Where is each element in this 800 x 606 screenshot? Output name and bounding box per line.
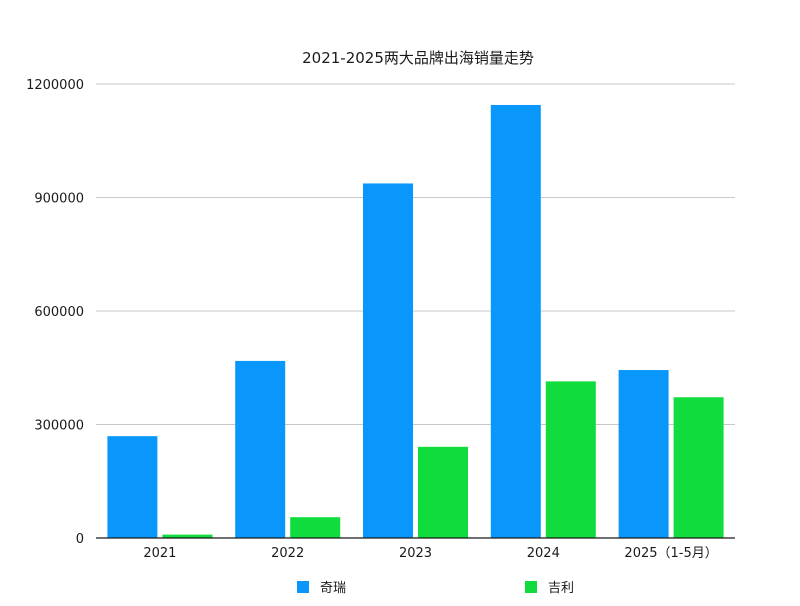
legend: 奇瑞 吉利 <box>297 580 574 596</box>
bar-奇瑞-2025（1-5月） <box>618 370 669 538</box>
x-tick-label: 2025（1-5月） <box>624 546 717 561</box>
x-tick-label: 2021 <box>143 546 176 561</box>
y-tick-label: 1200000 <box>26 78 84 93</box>
y-tick-label: 600000 <box>34 305 84 320</box>
bar-奇瑞-2022 <box>235 360 286 538</box>
bar-吉利-2021 <box>162 534 213 538</box>
bar-吉利-2022 <box>290 517 341 538</box>
bar-奇瑞-2024 <box>490 104 541 538</box>
bar-吉利-2023 <box>418 446 468 538</box>
bar-吉利-2024 <box>545 381 596 538</box>
legend-swatch <box>525 581 537 593</box>
bar-奇瑞-2021 <box>107 436 158 538</box>
bars <box>107 104 724 538</box>
legend-label: 奇瑞 <box>320 580 346 596</box>
legend-swatch <box>297 581 309 593</box>
y-tick-label: 300000 <box>34 419 84 434</box>
axes: 0 300000 600000 900000 1200000 2021 2022 2023 20… <box>26 78 735 561</box>
x-tick-label: 2024 <box>527 546 560 561</box>
y-tick-label: 900000 <box>34 192 84 207</box>
bar-吉利-2025（1-5月） <box>673 397 724 538</box>
x-tick-label: 2023 <box>399 546 432 561</box>
x-tick-label: 2022 <box>271 546 304 561</box>
bar-奇瑞-2023 <box>363 183 413 538</box>
legend-label: 吉利 <box>548 581 574 596</box>
y-tick-label: 0 <box>76 532 84 547</box>
chart-title: 2021-2025两大品牌出海销量走势 <box>302 49 534 67</box>
